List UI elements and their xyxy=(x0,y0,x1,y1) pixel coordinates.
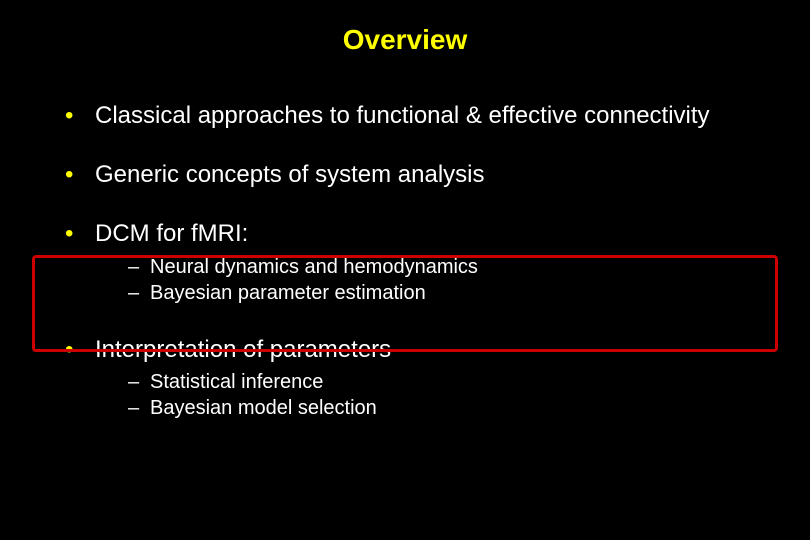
bullet-item: • Classical approaches to functional & e… xyxy=(55,100,755,131)
bullet-item: • Interpretation of parameters – Statist… xyxy=(55,334,755,421)
sub-list: – Neural dynamics and hemodynamics – Bay… xyxy=(95,254,755,306)
bullet-item: • DCM for fMRI: – Neural dynamics and he… xyxy=(55,218,755,305)
bullet-text: Classical approaches to functional & eff… xyxy=(95,102,710,129)
sub-bullet-text: Bayesian parameter estimation xyxy=(150,282,426,304)
sub-bullet-item: – Neural dynamics and hemodynamics xyxy=(128,254,755,280)
bullet-marker: • xyxy=(65,218,73,249)
sub-bullet-item: – Bayesian model selection xyxy=(128,395,755,421)
slide-content: • Classical approaches to functional & e… xyxy=(55,100,755,449)
bullet-text: Interpretation of parameters xyxy=(95,336,391,363)
bullet-marker: • xyxy=(65,100,73,131)
bullet-marker: • xyxy=(65,159,73,190)
bullet-item: • Generic concepts of system analysis xyxy=(55,159,755,190)
sub-bullet-marker: – xyxy=(128,254,139,280)
sub-bullet-text: Neural dynamics and hemodynamics xyxy=(150,256,478,278)
sub-bullet-item: – Bayesian parameter estimation xyxy=(128,280,755,306)
sub-bullet-marker: – xyxy=(128,395,139,421)
sub-list: – Statistical inference – Bayesian model… xyxy=(95,369,755,421)
bullet-marker: • xyxy=(65,334,73,365)
sub-bullet-text: Bayesian model selection xyxy=(150,397,377,419)
sub-bullet-item: – Statistical inference xyxy=(128,369,755,395)
bullet-text: DCM for fMRI: xyxy=(95,220,248,247)
sub-bullet-marker: – xyxy=(128,280,139,306)
sub-bullet-text: Statistical inference xyxy=(150,371,323,393)
slide: Overview • Classical approaches to funct… xyxy=(0,0,810,540)
sub-bullet-marker: – xyxy=(128,369,139,395)
bullet-text: Generic concepts of system analysis xyxy=(95,161,485,188)
slide-title: Overview xyxy=(0,24,810,56)
